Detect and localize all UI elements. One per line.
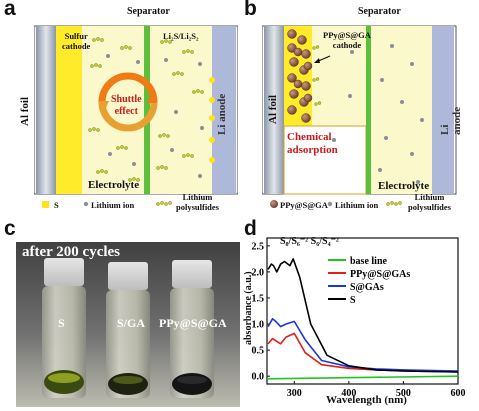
panel-a-al-foil-label: Al foil	[19, 96, 31, 126]
legend-label: S	[350, 295, 356, 306]
vial-s-cap	[44, 258, 84, 286]
x-tick-label: 300	[287, 388, 302, 399]
panel-b-letter: b	[244, 0, 257, 20]
li-anode	[432, 26, 454, 194]
series-line-2	[267, 318, 459, 372]
series-line-3	[267, 258, 459, 373]
separator-bar	[144, 26, 150, 194]
legend-label: PPy@S@GAs	[350, 269, 410, 280]
y-tick-label: 1.5	[252, 293, 265, 304]
panel-b-al-foil-label: Al foil	[267, 94, 279, 124]
y-tick-label: 0.5	[252, 346, 265, 357]
chart-xlabel: Wavelength (nm)	[326, 394, 407, 406]
panel-a-letter: a	[4, 0, 16, 20]
al-foil	[264, 26, 284, 194]
panel-a-legend-li-ion: Lithium ion	[91, 200, 135, 210]
panel-a-separator-label: Separator	[127, 6, 170, 17]
panel-b-chemical-label: Chemical adsorption	[287, 131, 338, 156]
panel-c-photo	[16, 242, 240, 407]
panel-a-legend-polysulfides: Lithium polysulfides	[176, 192, 219, 212]
chart-ylabel: absorbance (a.u.)	[243, 271, 254, 345]
legend-label: S@GAs	[350, 282, 384, 293]
y-tick-label: 1.0	[252, 320, 265, 331]
panel-a-sulfur-cathode-label: Sulfur cathode	[62, 31, 91, 51]
vial-label-s: S	[58, 316, 65, 330]
panel-b-legend-ppy: PPy@S@GA	[280, 200, 328, 210]
series-line-0	[266, 375, 459, 380]
x-tick-label: 400	[341, 388, 356, 399]
plot-frame	[266, 237, 459, 385]
panel-a-legend-s: S	[54, 200, 59, 210]
series-line-1	[267, 332, 459, 373]
vial-sga	[106, 290, 150, 398]
panel-b-legend-polysulfides: Lithium polysulfides	[408, 192, 451, 212]
vial-ppy-cap	[172, 260, 212, 288]
vial-label-sga: S/GA	[117, 316, 146, 330]
y-tick-label: 2.0	[252, 267, 265, 278]
vial-s	[42, 286, 86, 398]
panel-b-schematic	[262, 25, 457, 208]
li-anode	[212, 26, 236, 194]
panel-a-schematic	[34, 25, 238, 208]
panel-c-letter: c	[4, 217, 16, 240]
separator-bar	[366, 26, 371, 194]
al-foil	[36, 26, 56, 194]
panel-a-li-anode-label: Li anode	[216, 93, 228, 135]
sulfur-cathode	[56, 26, 82, 194]
absorbance-chart: 0.0 0.5 1.0 1.5 2.0 2.5 300 400 500 600 base line…	[252, 237, 466, 399]
x-tick-label: 500	[396, 388, 411, 399]
vial-ppy	[170, 288, 214, 398]
vial-sga-cap	[108, 262, 148, 290]
panel-b-cathode-label: PPy@S@GA cathode	[323, 30, 371, 50]
panel-b-li-anode-label: Li anode	[439, 106, 463, 135]
panel-c-caption: after 200 cycles	[22, 244, 121, 260]
y-tick-label: 2.5	[252, 241, 265, 252]
chart-annotation: S₈/S₆⁻² S₆/S₄⁻²	[280, 236, 339, 247]
legend-label: base line	[350, 256, 388, 267]
x-tick-label: 600	[451, 388, 466, 399]
panel-a-shuttle-label: Shuttle effect	[111, 94, 142, 117]
y-tick-label: 0.0	[252, 372, 265, 383]
shuttle-ring-icon	[98, 72, 158, 132]
panel-b-legend-li-ion: Lithium ion	[335, 200, 379, 210]
panel-b-electrolyte-label: Electrolyte	[378, 180, 430, 192]
panel-d-letter: d	[244, 217, 257, 240]
panel-b-separator-label: Separator	[358, 6, 401, 17]
panel-a-li2s-label: Li₂S/Li₂S₂	[163, 31, 199, 41]
panel-a-electrolyte-label: Electrolyte	[88, 179, 140, 191]
vial-label-ppy: PPy@S@GA	[159, 316, 227, 330]
